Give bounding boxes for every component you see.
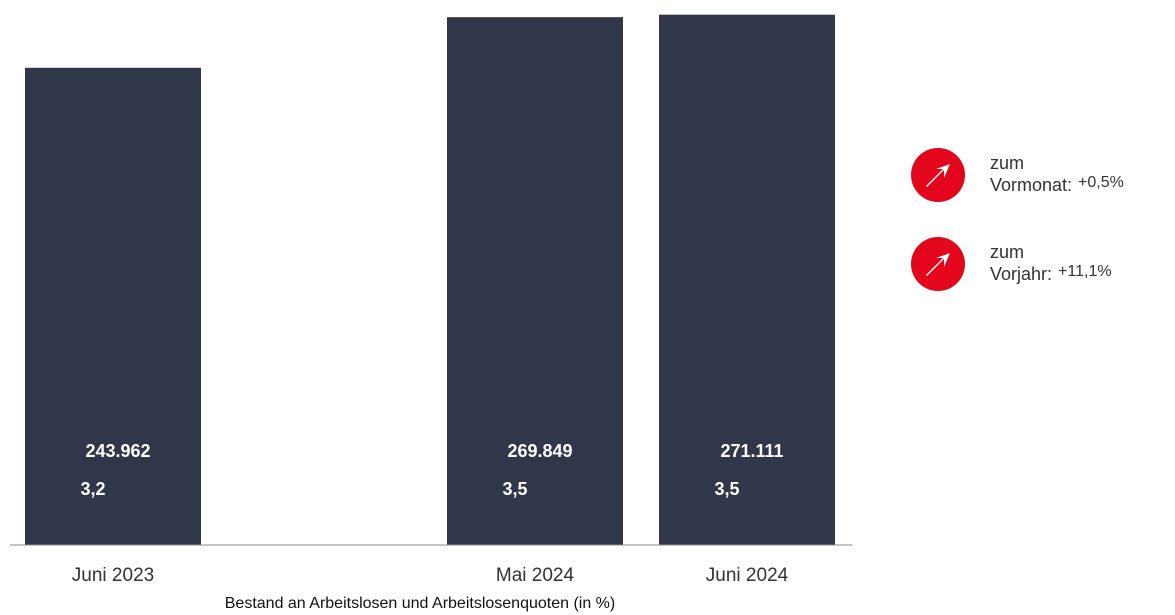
trend-value: +0,5% xyxy=(1078,174,1124,191)
x-tick-label: Juni 2023 xyxy=(72,565,154,586)
trend-label-line1: zum xyxy=(990,153,1025,173)
x-tick-label: Juni 2024 xyxy=(706,565,789,586)
bar-value-label: 271.111 xyxy=(720,441,783,461)
bar-value-label: 243.962 xyxy=(85,441,150,461)
trend-label-line2: Vorjahr: xyxy=(990,264,1053,284)
arrow-up-right-icon xyxy=(911,237,965,291)
bar-0 xyxy=(25,67,201,545)
trend-label-line2: Vormonat: xyxy=(990,175,1073,195)
bar-2 xyxy=(659,14,835,546)
bar-value-label: 269.849 xyxy=(507,441,572,461)
trend-vormonat: zum Vormonat: +0,5% xyxy=(910,147,1124,203)
trend-label-line1: zum xyxy=(990,242,1025,262)
trend-vorjahr: zum Vorjahr: +11,1% xyxy=(910,236,1112,292)
x-tick-label: Mai 2024 xyxy=(496,565,575,586)
bar-chart: 243.962 3,2 Juni 2023 269.849 3,5 Mai 2024 271… xyxy=(10,14,852,586)
bar-1 xyxy=(447,17,623,545)
bar-rate-label: 3,5 xyxy=(502,479,527,499)
bar-rate-label: 3,5 xyxy=(714,479,739,499)
trend-value: +11,1% xyxy=(1058,263,1112,280)
arrow-up-right-icon xyxy=(911,148,965,202)
x-axis-title: Bestand an Arbeitslosen und Arbeitslosen… xyxy=(224,595,616,612)
bar-rate-label: 3,2 xyxy=(80,479,105,499)
